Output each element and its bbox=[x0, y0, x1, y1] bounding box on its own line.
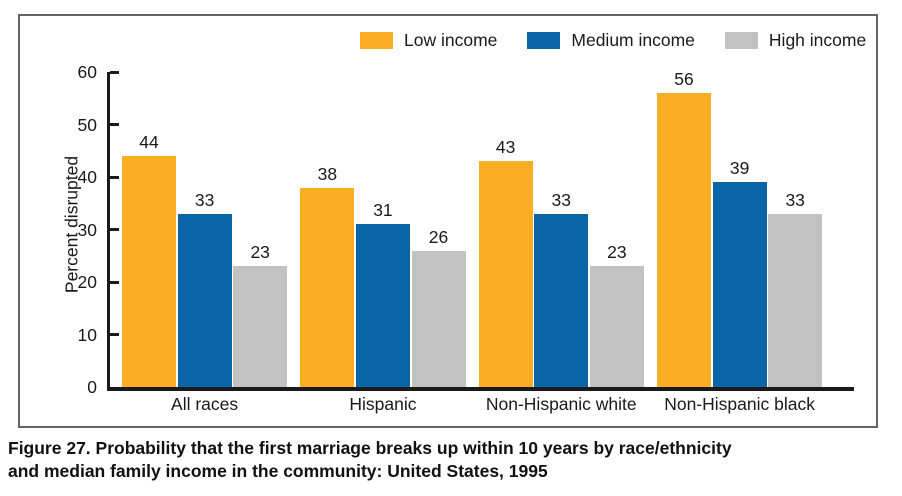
bar-value-label: 33 bbox=[551, 189, 571, 210]
bar-value-label: 43 bbox=[495, 137, 516, 158]
bar-value-label: 23 bbox=[607, 242, 627, 263]
y-tick-40 bbox=[110, 175, 119, 179]
legend-swatch-medium-income-icon bbox=[527, 32, 561, 49]
legend-item-medium-income: Medium income bbox=[527, 30, 695, 51]
bar-all-races-low-income bbox=[122, 156, 176, 387]
bar-value-label: 33 bbox=[194, 189, 215, 210]
legend-swatch-low-income-icon bbox=[360, 32, 393, 49]
y-tick-20 bbox=[110, 280, 119, 284]
y-tick-label-50: 50 bbox=[77, 114, 97, 135]
legend-item-high-income: High income bbox=[724, 30, 867, 51]
y-tick-label-30: 30 bbox=[77, 219, 97, 240]
plot-area: 0 10 20 30 40 50 60 44 33 23 All races 38 31 26 Hispan… bbox=[78, 62, 854, 414]
legend: Low income Medium income High income bbox=[360, 30, 866, 51]
y-tick-label-40: 40 bbox=[77, 167, 97, 187]
legend-label-low-income: Low income bbox=[404, 30, 498, 50]
bar-value-label: 31 bbox=[373, 200, 393, 221]
bar-non-hispanic-black-high-income bbox=[768, 213, 823, 387]
bar-non-hispanic-black-medium-income bbox=[712, 182, 767, 387]
legend-label-medium-income: Medium income bbox=[571, 30, 695, 50]
bar-non-hispanic-white-low-income bbox=[478, 161, 533, 387]
y-tick-50 bbox=[110, 123, 119, 126]
y-tick-label-0: 0 bbox=[87, 377, 97, 397]
y-tick-30 bbox=[110, 228, 119, 231]
bar-all-races-medium-income bbox=[177, 213, 232, 387]
x-axis-line bbox=[107, 387, 854, 391]
x-category-label-all-races: All races bbox=[171, 394, 239, 414]
y-tick-60 bbox=[110, 70, 119, 74]
bar-value-label: 23 bbox=[250, 242, 270, 263]
bar-non-hispanic-black-low-income bbox=[656, 93, 711, 387]
y-axis-line bbox=[107, 72, 110, 391]
bar-all-races-high-income bbox=[233, 266, 288, 387]
x-category-label-non-hispanic-black: Non-Hispanic black bbox=[664, 394, 815, 414]
chart-frame: Low income Medium income High income Per… bbox=[18, 14, 878, 428]
figure-caption: Figure 27. Probability that the first ma… bbox=[8, 437, 732, 483]
bar-hispanic-high-income bbox=[411, 250, 466, 387]
y-tick-label-10: 10 bbox=[77, 324, 97, 345]
bar-value-label: 44 bbox=[139, 132, 159, 152]
x-category-label-non-hispanic-white: Non-Hispanic white bbox=[485, 394, 637, 414]
bar-non-hispanic-white-high-income bbox=[589, 266, 644, 387]
legend-item-low-income: Low income bbox=[360, 30, 497, 51]
bar-hispanic-medium-income bbox=[355, 224, 410, 387]
legend-label-high-income: High income bbox=[768, 30, 867, 50]
y-tick-label-60: 60 bbox=[77, 62, 97, 82]
bar-value-label: 38 bbox=[317, 163, 338, 184]
bar-value-label: 26 bbox=[428, 226, 449, 247]
legend-swatch-high-income-icon bbox=[724, 32, 758, 49]
bar-hispanic-low-income bbox=[300, 187, 355, 387]
bar-value-label: 39 bbox=[729, 158, 750, 179]
bar-value-label: 56 bbox=[674, 69, 694, 89]
y-tick-10 bbox=[110, 333, 119, 336]
caption-line-1: Figure 27. Probability that the first ma… bbox=[8, 438, 732, 458]
x-category-label-hispanic: Hispanic bbox=[349, 394, 417, 414]
caption-line-2: and median family income in the communit… bbox=[8, 461, 548, 481]
bar-value-label: 33 bbox=[785, 189, 805, 210]
bar-non-hispanic-white-medium-income bbox=[534, 213, 589, 387]
y-tick-label-20: 20 bbox=[77, 272, 97, 292]
